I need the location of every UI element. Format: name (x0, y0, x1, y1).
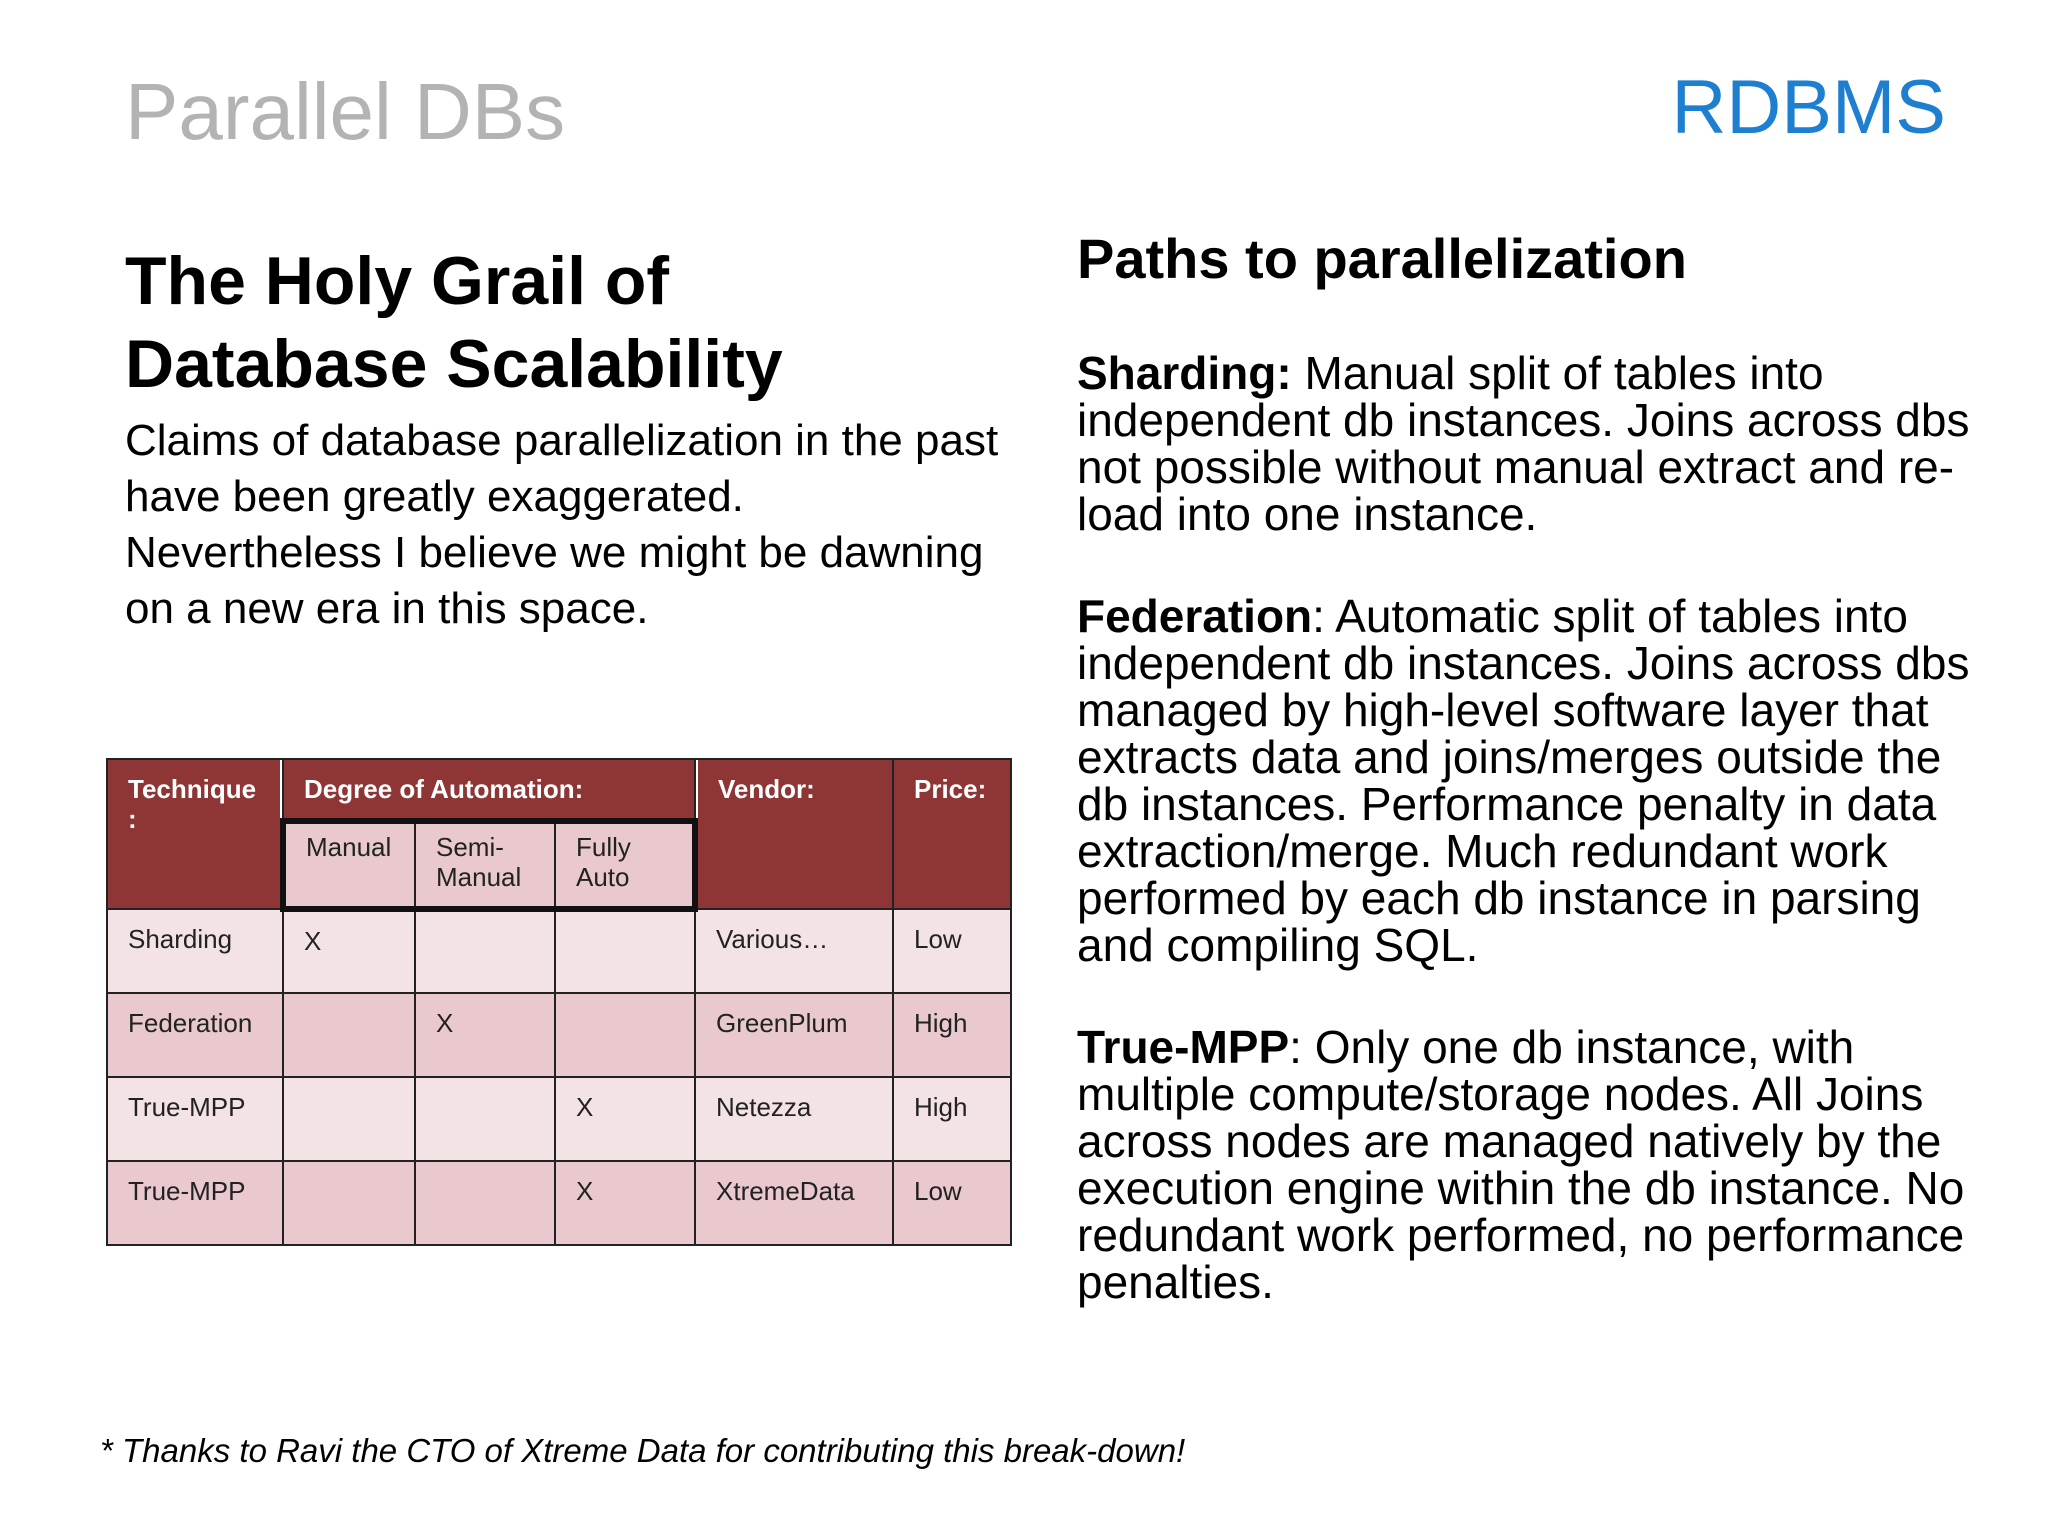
cell-vendor: XtremeData (694, 1160, 894, 1246)
cell-fully-auto: X (554, 1160, 696, 1246)
left-heading-line1: The Holy Grail of (125, 243, 670, 319)
path-term: Federation (1077, 590, 1313, 642)
cell-semi-manual: X (414, 992, 556, 1078)
path-text: Manual split of tables into independent … (1077, 347, 1970, 540)
slide-title: Parallel DBs (125, 67, 566, 156)
table-row: True-MPP X Netezza High (106, 1076, 1012, 1162)
cell-fully-auto: X (554, 1076, 696, 1162)
subheader-fully-auto: Fully Auto (554, 818, 698, 912)
table-row: Federation X GreenPlum High (106, 992, 1012, 1078)
table-row: True-MPP X XtremeData Low (106, 1160, 1012, 1246)
automation-table: Technique : Degree of Automation: Vendor… (106, 758, 1012, 1246)
cell-semi-manual (414, 1076, 556, 1162)
header-degree-of-automation: Degree of Automation: (282, 758, 696, 822)
cell-technique: True-MPP (106, 1160, 284, 1246)
path-true-mpp: True-MPP: Only one db instance, with mul… (1077, 1024, 1977, 1306)
cell-manual (282, 1076, 416, 1162)
cell-price: Low (892, 1160, 1012, 1246)
section-label: RDBMS (1671, 65, 1946, 150)
cell-manual (282, 992, 416, 1078)
path-text: : Automatic split of tables into indepen… (1077, 590, 1970, 971)
path-text: : Only one db instance, with multiple co… (1077, 1021, 1965, 1308)
header-vendor: Vendor: (694, 758, 894, 910)
subheader-semi-manual: Semi- Manual (414, 818, 556, 912)
path-term: Sharding: (1077, 347, 1292, 399)
cell-vendor: GreenPlum (694, 992, 894, 1078)
cell-fully-auto (554, 908, 696, 994)
cell-technique: Sharding (106, 908, 284, 994)
path-sharding: Sharding: Manual split of tables into in… (1077, 350, 1977, 538)
cell-price: Low (892, 908, 1012, 994)
left-heading-line2: Database Scalability (125, 326, 783, 402)
cell-fully-auto (554, 992, 696, 1078)
cell-vendor: Various… (694, 908, 894, 994)
cell-technique: Federation (106, 992, 284, 1078)
paths-section: Paths to parallelization Sharding: Manua… (1077, 228, 1977, 1361)
left-heading: The Holy Grail of Database Scalability (125, 240, 1025, 406)
footnote: * Thanks to Ravi the CTO of Xtreme Data … (100, 1432, 1186, 1469)
path-term: True-MPP (1077, 1021, 1290, 1073)
path-federation: Federation: Automatic split of tables in… (1077, 593, 1977, 969)
cell-semi-manual (414, 908, 556, 994)
cell-price: High (892, 1076, 1012, 1162)
cell-vendor: Netezza (694, 1076, 894, 1162)
cell-price: High (892, 992, 1012, 1078)
cell-manual: X (282, 908, 416, 994)
cell-technique: True-MPP (106, 1076, 284, 1162)
header-price: Price: (892, 758, 1012, 910)
subheader-manual: Manual (280, 818, 416, 912)
cell-semi-manual (414, 1160, 556, 1246)
table-row: Sharding X Various… Low (106, 908, 1012, 994)
cell-manual (282, 1160, 416, 1246)
header-technique: Technique : (106, 758, 284, 910)
paths-heading: Paths to parallelization (1077, 227, 1687, 290)
intro-paragraph: Claims of database parallelization in th… (125, 416, 999, 633)
